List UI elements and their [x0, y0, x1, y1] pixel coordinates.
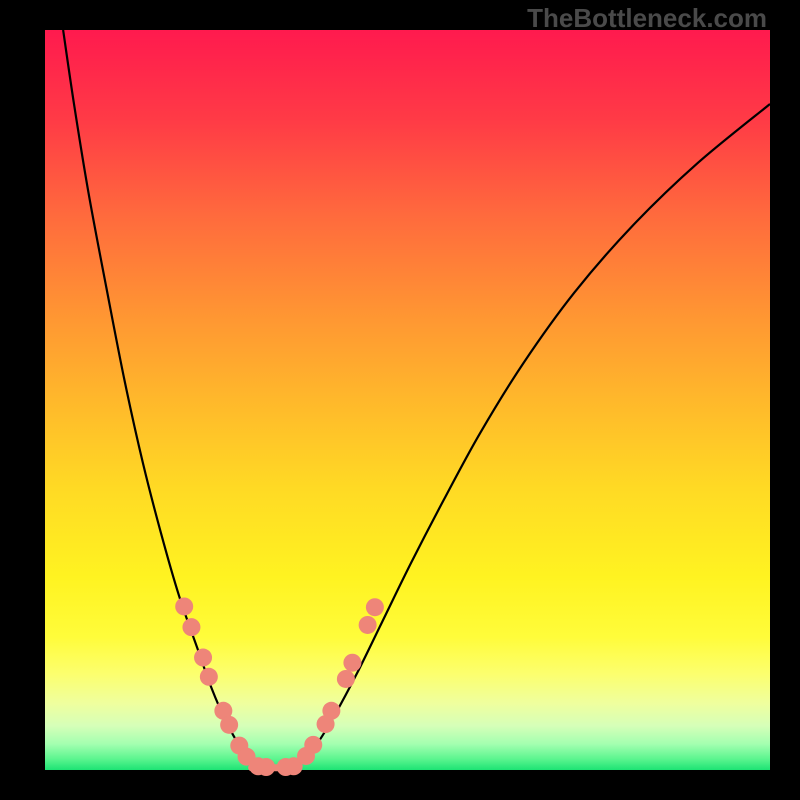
chart-svg [45, 30, 770, 770]
data-dot [343, 654, 361, 672]
right-curve [292, 104, 771, 768]
data-dot [257, 758, 275, 776]
data-dot [366, 598, 384, 616]
data-dot [337, 670, 355, 688]
left-curve [63, 30, 262, 768]
data-dot [359, 616, 377, 634]
plot-area [45, 30, 770, 770]
data-dot [194, 649, 212, 667]
data-dot [220, 716, 238, 734]
data-dot [200, 668, 218, 686]
data-dot [182, 618, 200, 636]
data-dot [322, 702, 340, 720]
data-dot [175, 597, 193, 615]
data-dot [304, 736, 322, 754]
watermark-text: TheBottleneck.com [527, 3, 767, 34]
data-dots [175, 597, 384, 776]
